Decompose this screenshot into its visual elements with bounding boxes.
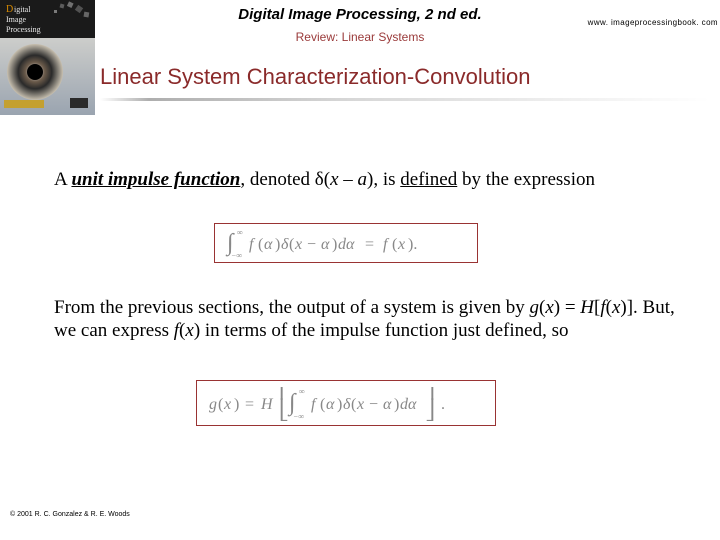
svg-text:x: x xyxy=(223,396,231,413)
svg-text:−∞: −∞ xyxy=(293,412,304,421)
p2-g: g xyxy=(529,297,539,318)
svg-text:x: x xyxy=(294,236,302,253)
svg-text:−∞: −∞ xyxy=(231,251,242,258)
p2-H: H xyxy=(580,297,594,318)
slide-title: Linear System Characterization-Convoluti… xyxy=(100,64,700,90)
svg-text:∞: ∞ xyxy=(299,387,305,396)
copyright: © 2001 R. C. Gonzalez & R. E. Woods xyxy=(10,511,130,518)
p2-p2: ) = xyxy=(554,297,581,318)
svg-text:∞: ∞ xyxy=(237,230,243,237)
svg-text:): ) xyxy=(337,396,342,413)
svg-text:(: ( xyxy=(258,236,263,253)
svg-text:δ: δ xyxy=(281,236,289,253)
p1-minus: – xyxy=(339,169,358,190)
svg-text:α: α xyxy=(326,396,335,413)
p2-p6: ) in terms of the impulse function just … xyxy=(194,320,569,341)
p2-x3: x xyxy=(185,320,193,341)
svg-text:): ) xyxy=(234,396,239,413)
p1-tail: by the expression xyxy=(457,169,595,190)
p1-var-a: a xyxy=(358,169,368,190)
formula-2-box: g ( x ) = H ⎡ ⎣ ∫ ∞ −∞ f ( α ) δ ( x − α… xyxy=(196,380,496,426)
svg-text:(: ( xyxy=(320,396,325,413)
p1-var-x: x xyxy=(330,169,338,190)
svg-text:dα: dα xyxy=(338,236,355,253)
svg-text:x: x xyxy=(397,236,405,253)
svg-text:dα: dα xyxy=(400,396,417,413)
svg-text:−: − xyxy=(369,396,378,413)
paragraph-1: A unit impulse function, denoted δ(x – a… xyxy=(54,168,692,191)
svg-text:g: g xyxy=(209,396,217,413)
p1-defined: defined xyxy=(400,169,457,190)
svg-text:δ: δ xyxy=(343,396,351,413)
svg-text:=: = xyxy=(245,396,254,413)
svg-text:): ) xyxy=(394,396,399,413)
svg-text:⎤: ⎤ xyxy=(425,387,435,401)
svg-text:(: ( xyxy=(392,236,397,253)
svg-text:f: f xyxy=(383,236,390,253)
svg-text:x: x xyxy=(356,396,364,413)
p1-prefix: A xyxy=(54,169,71,190)
svg-text:α: α xyxy=(321,236,330,253)
paragraph-2: From the previous sections, the output o… xyxy=(54,296,692,342)
header-subtitle: Review: Linear Systems xyxy=(0,30,720,44)
svg-text:H: H xyxy=(260,396,274,413)
formula-1-box: ∫ ∞ −∞ f ( α ) δ ( x − α ) dα = f ( x ). xyxy=(214,223,478,263)
svg-text:=: = xyxy=(365,236,374,253)
header-url: www. imageprocessingbook. com xyxy=(588,18,718,27)
svg-text:f: f xyxy=(249,236,256,253)
svg-text:α: α xyxy=(264,236,273,253)
formula-2-svg: g ( x ) = H ⎡ ⎣ ∫ ∞ −∞ f ( α ) δ ( x − α… xyxy=(207,387,487,421)
svg-text:⎦: ⎦ xyxy=(425,398,435,421)
p2-a: From the previous sections, the output o… xyxy=(54,297,529,318)
p1-mid: , denoted δ( xyxy=(240,169,330,190)
p1-term: unit impulse function xyxy=(71,169,240,190)
svg-text:(: ( xyxy=(289,236,294,253)
book-title: Digital Image Processing, 2 nd ed. xyxy=(238,6,481,23)
svg-text:(: ( xyxy=(351,396,356,413)
formula-1-svg: ∫ ∞ −∞ f ( α ) δ ( x − α ) dα = f ( x ). xyxy=(225,230,469,258)
svg-text:f: f xyxy=(311,396,318,413)
title-underline xyxy=(100,98,710,101)
header: D igital Image Processing Digital Image … xyxy=(0,0,720,55)
svg-text:): ) xyxy=(275,236,280,253)
svg-text:.: . xyxy=(441,396,445,413)
svg-text:⎡: ⎡ xyxy=(279,387,289,401)
svg-text:⎣: ⎣ xyxy=(279,398,289,421)
p2-x1: x xyxy=(545,297,553,318)
svg-text:−: − xyxy=(307,236,316,253)
svg-text:): ) xyxy=(332,236,337,253)
p1-after: ), is xyxy=(367,169,400,190)
svg-text:α: α xyxy=(383,396,392,413)
svg-text:(: ( xyxy=(218,396,223,413)
svg-text:).: ). xyxy=(408,236,417,253)
